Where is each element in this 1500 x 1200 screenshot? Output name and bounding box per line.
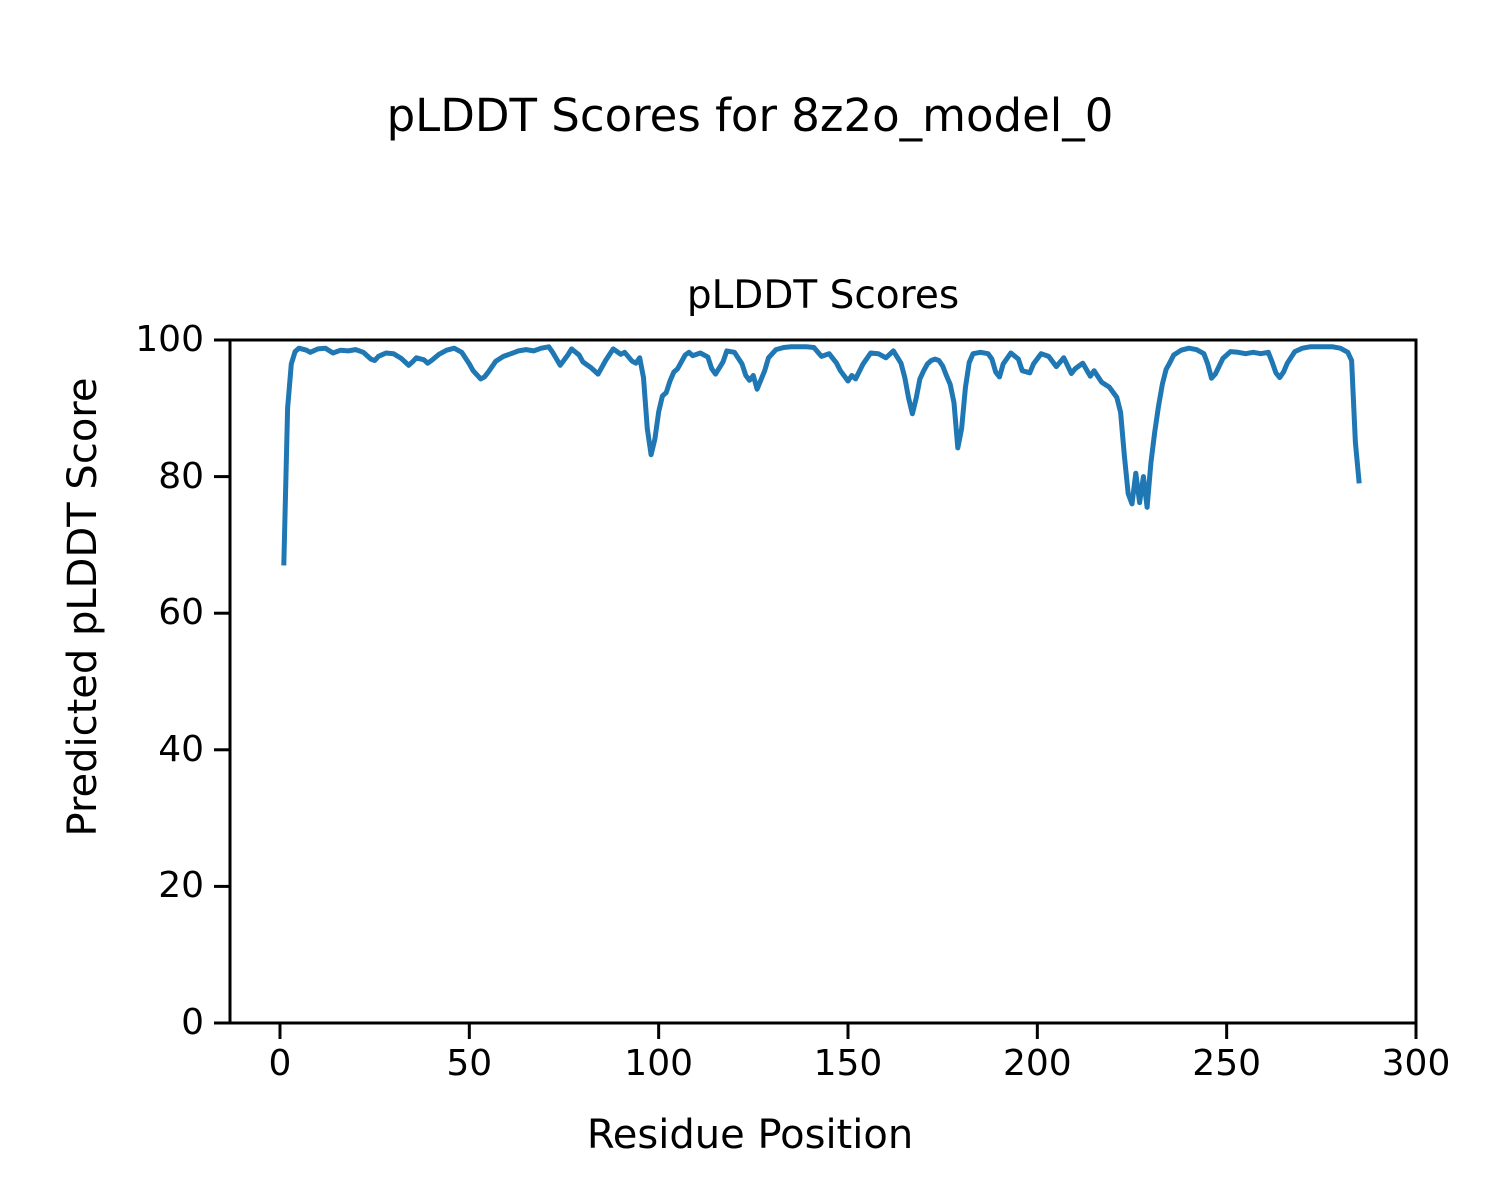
x-tick-label: 200 — [1002, 1043, 1072, 1084]
y-tick-label: 60 — [158, 592, 204, 634]
plddt-score-line — [281, 344, 1362, 566]
x-tick-label: 150 — [813, 1043, 883, 1084]
axes-title: pLDDT Scores — [686, 273, 960, 318]
x-tick-label: 50 — [446, 1043, 493, 1084]
y-tick-label: 0 — [181, 1002, 204, 1043]
figure-suptitle: pLDDT Scores for 8z2o_model_0 — [386, 89, 1114, 142]
y-tick-label: 20 — [158, 865, 204, 907]
x-tick-label: 300 — [1381, 1043, 1451, 1084]
y-tick-label: 100 — [135, 319, 204, 360]
line-layer — [281, 344, 1362, 566]
x-tick-label: 0 — [268, 1043, 292, 1084]
y-tick-label: 40 — [158, 728, 204, 770]
plot-border — [228, 338, 1418, 1025]
x-axis-label: Residue Position — [586, 1112, 914, 1158]
x-tick-label: 250 — [1192, 1043, 1262, 1084]
y-tick-label: 80 — [158, 455, 204, 497]
x-tick-label: 100 — [624, 1043, 694, 1084]
tick-marks — [214, 338, 1418, 1039]
